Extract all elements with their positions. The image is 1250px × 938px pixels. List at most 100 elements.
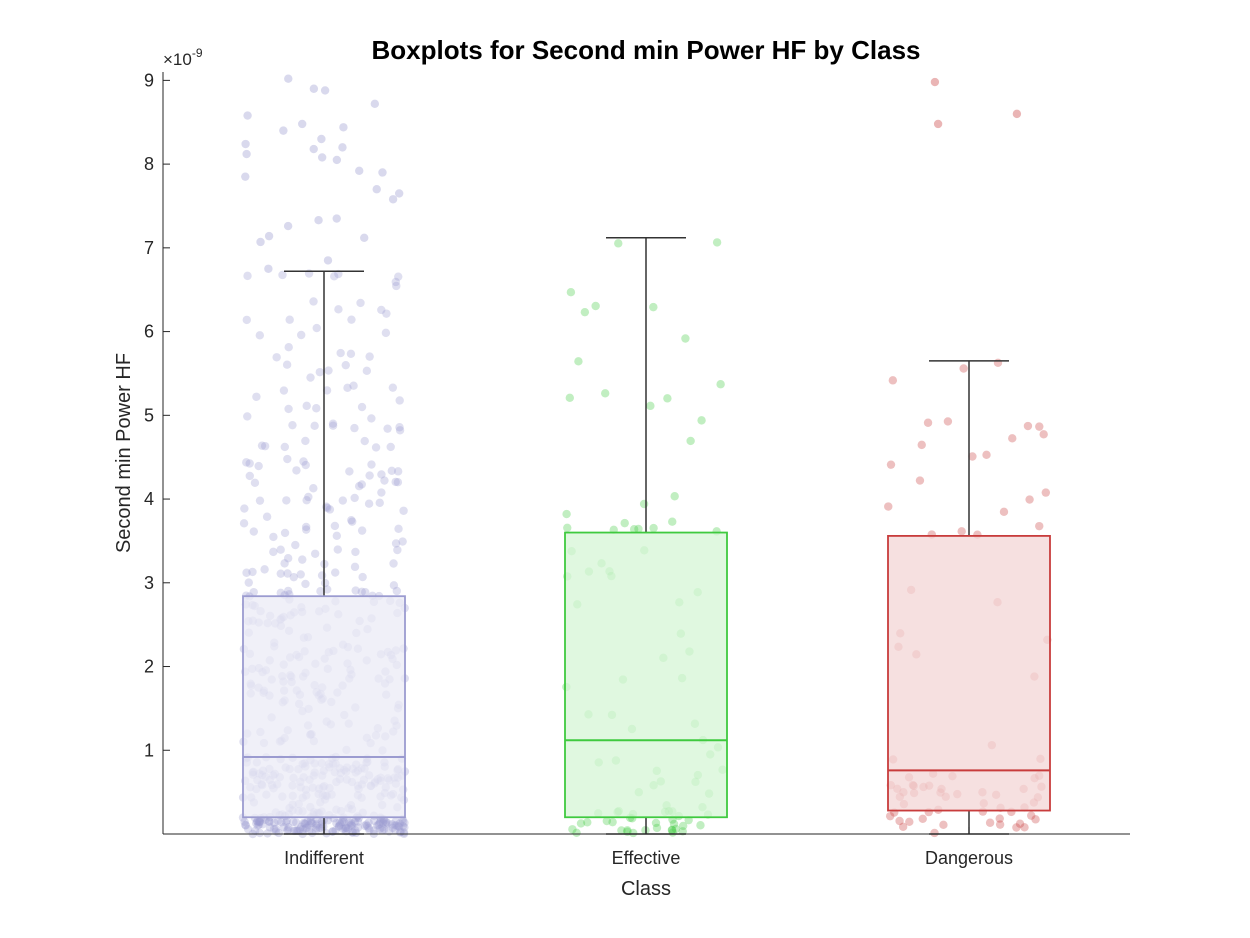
data-point [383, 424, 392, 433]
data-point [341, 823, 351, 833]
data-point [302, 401, 311, 411]
data-point [995, 820, 1005, 829]
data-point [296, 570, 305, 579]
data-point [930, 828, 939, 838]
data-point [328, 421, 338, 430]
data-point [284, 404, 293, 414]
data-point [663, 394, 672, 403]
data-point [357, 526, 367, 535]
y-tick-label: 5 [144, 405, 154, 425]
outlier-point [394, 189, 404, 198]
data-point [347, 515, 356, 525]
outlier-point [317, 153, 327, 162]
chart-title: Boxplots for Second min Power HF by Clas… [372, 35, 921, 65]
data-point [334, 822, 344, 831]
data-point [628, 828, 638, 838]
y-tick-label: 3 [144, 573, 154, 593]
data-point [243, 824, 253, 834]
data-point [264, 817, 274, 826]
data-point [350, 423, 359, 433]
data-point [297, 822, 306, 831]
outlier-point [279, 126, 288, 135]
data-point [646, 401, 655, 411]
data-point [378, 818, 388, 827]
outlier-point [930, 77, 940, 87]
data-point [568, 825, 577, 834]
data-point [351, 826, 360, 835]
data-point [292, 466, 301, 475]
data-point [394, 822, 403, 831]
data-point [968, 452, 977, 461]
data-point [302, 525, 311, 534]
data-point [243, 412, 252, 421]
outlier-point [355, 166, 364, 176]
data-point [374, 820, 383, 830]
data-point [716, 380, 725, 389]
data-point [649, 302, 658, 312]
outlier-point [360, 233, 369, 242]
data-point [347, 821, 357, 831]
data-point [364, 823, 373, 833]
data-point [712, 238, 722, 247]
x-tick-label: Indifferent [284, 848, 364, 868]
data-point [898, 822, 908, 832]
data-point [301, 824, 310, 833]
outlier-point [241, 172, 250, 181]
data-point [381, 328, 391, 338]
data-point [353, 817, 363, 826]
data-point [306, 818, 316, 828]
data-point [244, 578, 253, 587]
data-point [269, 532, 278, 542]
data-point [884, 502, 893, 511]
data-point [372, 821, 382, 830]
data-point [312, 823, 321, 833]
data-point [335, 818, 344, 827]
data-point [308, 828, 317, 838]
data-point [380, 476, 389, 485]
data-point [347, 315, 356, 324]
data-point [257, 441, 267, 450]
data-point [336, 820, 345, 829]
data-point [252, 392, 261, 401]
data-point [350, 562, 360, 572]
x-tick-label: Dangerous [925, 848, 1013, 868]
box-dangerous [887, 534, 1051, 812]
data-point [249, 587, 258, 597]
data-point [283, 826, 292, 835]
data-point [386, 442, 395, 452]
data-point [295, 825, 305, 834]
data-point [357, 402, 367, 412]
data-point [387, 466, 397, 476]
data-point [1023, 421, 1033, 431]
data-point [357, 587, 366, 597]
data-point [696, 821, 705, 830]
data-point [392, 586, 402, 596]
data-point [265, 817, 274, 827]
outlier-point [264, 264, 273, 273]
outlier-point [332, 155, 342, 165]
data-point [250, 826, 260, 836]
data-point [332, 818, 341, 828]
data-point [291, 826, 300, 836]
data-point [888, 376, 898, 385]
data-point [583, 818, 592, 827]
data-point [253, 817, 262, 826]
data-point [365, 825, 374, 835]
data-point [601, 389, 610, 398]
data-point [623, 826, 632, 835]
data-point [393, 545, 402, 555]
data-point [289, 572, 298, 582]
data-point [388, 823, 397, 833]
data-point [282, 360, 292, 369]
data-point [365, 352, 374, 361]
y-tick-label: 4 [144, 489, 154, 509]
data-point [886, 460, 896, 469]
boxes [242, 237, 1051, 835]
data-point [345, 817, 354, 827]
outlier-point [314, 216, 323, 225]
data-point [576, 819, 586, 828]
data-point [324, 366, 333, 375]
data-point [242, 315, 251, 325]
data-point [249, 527, 258, 536]
data-point [398, 817, 408, 826]
